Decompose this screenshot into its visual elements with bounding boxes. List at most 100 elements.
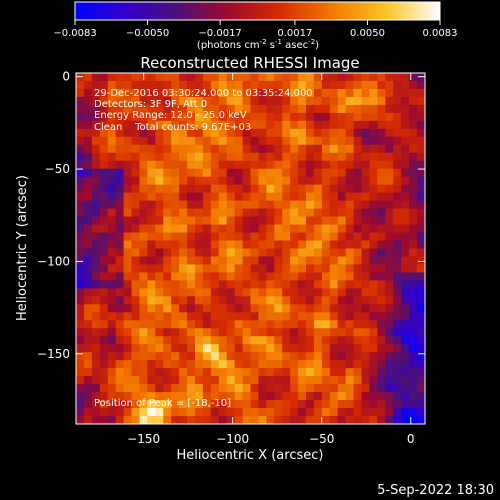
- heatmap-cell: [377, 328, 386, 337]
- heatmap-cell: [306, 312, 315, 321]
- heatmap-cell: [250, 288, 260, 297]
- heatmap-cell: [385, 216, 394, 226]
- heatmap-cell: [226, 232, 236, 242]
- heatmap-cell: [313, 368, 323, 377]
- heatmap-cell: [401, 144, 410, 154]
- heatmap-cell: [401, 352, 410, 361]
- heatmap-cell: [155, 384, 164, 393]
- heatmap-cell: [329, 304, 339, 313]
- heatmap-cell: [369, 392, 379, 401]
- heatmap-cell: [417, 88, 425, 98]
- heatmap-cell: [155, 344, 164, 353]
- heatmap-cell: [131, 272, 141, 282]
- heatmap-cell: [123, 73, 133, 82]
- heatmap-cell: [210, 200, 220, 210]
- heatmap-cell: [147, 73, 156, 82]
- heatmap-cell: [409, 408, 418, 417]
- heatmap-cell: [171, 368, 180, 377]
- heatmap-cell: [361, 264, 371, 274]
- heatmap-cell: [139, 408, 148, 417]
- heatmap-cell: [385, 264, 394, 274]
- heatmap-cell: [417, 312, 425, 321]
- heatmap-cell: [306, 152, 315, 162]
- heatmap-cell: [202, 280, 212, 289]
- heatmap-cell: [242, 120, 252, 130]
- heatmap-cell: [218, 216, 228, 226]
- heatmap-cell: [155, 272, 164, 282]
- heatmap-cell: [321, 144, 331, 154]
- heatmap-cell: [123, 360, 133, 369]
- heatmap-cell: [210, 88, 220, 98]
- heatmap-cell: [107, 120, 117, 130]
- heatmap-cell: [131, 384, 141, 393]
- heatmap-cell: [337, 272, 347, 282]
- heatmap-cell: [202, 200, 212, 210]
- heatmap-cell: [409, 264, 418, 274]
- heatmap-cell: [258, 104, 267, 114]
- heatmap-cell: [298, 96, 307, 106]
- heatmap-cell: [99, 376, 109, 385]
- heatmap-cell: [139, 176, 148, 186]
- heatmap-cell: [417, 344, 425, 353]
- heatmap-cell: [377, 360, 386, 369]
- heatmap-cell: [115, 312, 125, 321]
- heatmap-cell: [409, 120, 418, 130]
- heatmap-cell: [353, 336, 363, 345]
- heatmap-cell: [313, 96, 323, 106]
- heatmap-cell: [187, 256, 196, 266]
- heatmap-cell: [329, 200, 339, 210]
- heatmap-cell: [306, 264, 315, 274]
- heatmap-cell: [274, 144, 283, 154]
- heatmap-cell: [345, 184, 355, 194]
- heatmap-cell: [369, 240, 379, 250]
- heatmap-cell: [369, 208, 379, 218]
- heatmap-cell: [274, 192, 283, 202]
- heatmap-cell: [147, 208, 156, 218]
- heatmap-cell: [226, 392, 236, 401]
- heatmap-cell: [76, 256, 85, 266]
- heatmap-cell: [321, 104, 331, 114]
- heatmap-cell: [194, 232, 204, 242]
- heatmap-cell: [377, 96, 386, 106]
- heatmap-cell: [234, 128, 244, 138]
- heatmap-cell: [99, 192, 109, 202]
- heatmap-cell: [91, 304, 101, 313]
- heatmap-cell: [163, 392, 172, 401]
- heatmap-cell: [274, 224, 283, 234]
- heatmap-cell: [353, 256, 363, 266]
- heatmap-cell: [258, 384, 267, 393]
- heatmap-cell: [313, 312, 323, 321]
- heatmap-cell: [313, 352, 323, 361]
- heatmap-cell: [282, 224, 291, 234]
- heatmap-cell: [131, 200, 141, 210]
- heatmap-cell: [266, 73, 275, 82]
- heatmap-cell: [250, 312, 260, 321]
- heatmap-cell: [218, 192, 228, 202]
- heatmap-cell: [306, 344, 315, 353]
- heatmap-cell: [234, 80, 244, 90]
- heatmap-cell: [210, 416, 220, 424]
- heatmap-cell: [345, 360, 355, 369]
- heatmap-cell: [218, 280, 228, 289]
- heatmap-cell: [194, 192, 204, 202]
- heatmap-cell: [107, 344, 117, 353]
- heatmap-cell: [353, 192, 363, 202]
- heatmap-cell: [274, 408, 283, 417]
- heatmap-cell: [298, 344, 307, 353]
- heatmap-cell: [290, 280, 299, 289]
- heatmap-cell: [321, 160, 331, 170]
- heatmap-cell: [210, 80, 220, 90]
- heatmap-cell: [329, 400, 339, 409]
- heatmap-cell: [139, 400, 148, 409]
- heatmap-cell: [353, 360, 363, 369]
- heatmap-cell: [401, 240, 410, 250]
- heatmap-cell: [250, 152, 260, 162]
- heatmap-cell: [385, 352, 394, 361]
- heatmap-cell: [369, 96, 379, 106]
- heatmap-cell: [313, 400, 323, 409]
- heatmap-cell: [417, 216, 425, 226]
- heatmap-cell: [345, 144, 355, 154]
- heatmap-cell: [163, 160, 172, 170]
- heatmap-cell: [313, 144, 323, 154]
